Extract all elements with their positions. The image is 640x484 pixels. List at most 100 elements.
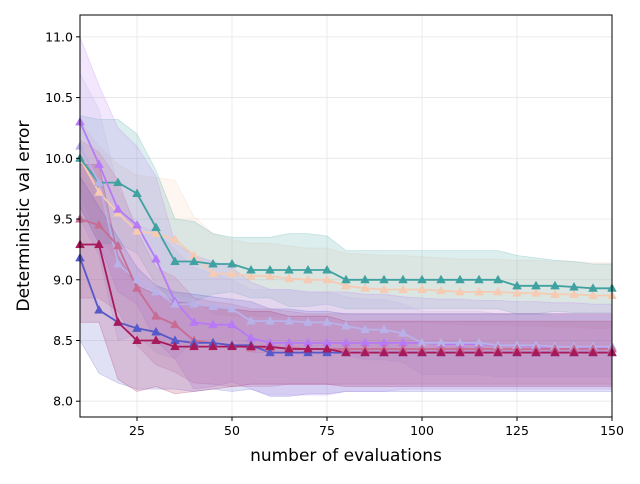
series-5-point [132, 283, 142, 292]
series-3-point [132, 219, 142, 229]
series-4-point [132, 274, 142, 284]
series-1-point [94, 187, 104, 196]
series-2-point [151, 222, 161, 232]
series-3-point [94, 159, 104, 168]
y-tick-label: 9.0 [53, 272, 73, 287]
series-7-point [170, 341, 180, 351]
series-1-point [227, 268, 237, 278]
y-tick-label: 10.5 [45, 90, 73, 105]
series-2-point [246, 264, 256, 274]
series-4-point [227, 303, 237, 313]
y-tick-label: 8.5 [53, 333, 73, 348]
series-3-point [189, 317, 199, 326]
series-2-point [170, 256, 180, 266]
series-7-point [398, 347, 408, 357]
series-1-point [436, 285, 446, 295]
series-markers [75, 116, 617, 357]
series-2-point [303, 264, 313, 274]
series-7-point [246, 341, 256, 351]
y-tick-label: 9.5 [53, 212, 73, 227]
y-axis-label: Deterministic val error [14, 121, 34, 312]
series-2-point [455, 274, 465, 284]
series-7-point [284, 343, 294, 353]
series-1-point [417, 284, 427, 293]
series-2-point [265, 264, 275, 274]
series-1-point [151, 228, 161, 238]
series-1-point [284, 273, 294, 283]
series-3-point [208, 319, 218, 329]
series-1-point [493, 286, 503, 296]
series-1-point [379, 284, 389, 293]
series-2-point [379, 274, 389, 284]
series-2-point [189, 256, 199, 266]
series-4-point [246, 315, 256, 325]
y-axis-ticks: 8.0 8.5 9.0 9.5 10.0 10.5 11.0 [45, 29, 80, 409]
series-2-point [322, 264, 332, 274]
series-2-point [531, 280, 541, 290]
series-4-point [113, 258, 123, 268]
series-2-point [474, 274, 484, 284]
series-2-point [341, 274, 351, 284]
series-7-point [151, 335, 161, 344]
series-1-point [398, 284, 408, 293]
series-1-point [569, 289, 579, 298]
x-tick-label: 100 [410, 423, 434, 438]
x-tick-label: 150 [600, 423, 624, 438]
series-7-point [227, 341, 237, 351]
series-4-point [360, 324, 370, 334]
x-axis-ticks: 25 50 75 100 125 150 [129, 417, 624, 438]
y-tick-label: 8.0 [53, 394, 73, 409]
series-7-point [265, 341, 275, 351]
series-7-point [455, 347, 465, 357]
series-7-point [132, 335, 142, 344]
series-3-point [151, 253, 161, 263]
series-3-point [113, 204, 123, 213]
series-2-point [132, 188, 142, 198]
series-4-point [303, 317, 313, 326]
series-1-point [550, 289, 560, 298]
series-7-point [208, 341, 218, 351]
series-5-point [113, 240, 123, 250]
series-4-point [170, 298, 180, 308]
series-1-point [246, 270, 256, 280]
series-7-point [531, 347, 541, 357]
x-axis-label: number of evaluations [250, 446, 442, 466]
series-2-point [208, 258, 218, 268]
series-2-point [493, 274, 503, 284]
series-7-point [512, 347, 522, 357]
series-1-point [322, 274, 332, 284]
series-1-point [455, 286, 465, 296]
series-4-point [94, 177, 104, 187]
series-7-point [322, 343, 332, 353]
series-2-point [569, 281, 579, 291]
series-4-point [151, 286, 161, 296]
series-7-point [550, 347, 560, 357]
series-7-point [113, 317, 123, 326]
series-2-point [417, 274, 427, 284]
series-3-point [227, 319, 237, 329]
series-7-point [360, 347, 370, 357]
series-7-point [189, 341, 199, 351]
series-4-point [265, 315, 275, 325]
series-1-point [341, 280, 351, 290]
series-7-point [493, 347, 503, 357]
series-7-point [303, 343, 313, 353]
series-7-point [436, 347, 446, 357]
series-7-point [417, 347, 427, 357]
series-1-point [360, 283, 370, 292]
series-2-point [227, 258, 237, 268]
series-1-point [303, 274, 313, 284]
series-2-point [284, 264, 294, 274]
series-7-point [94, 239, 104, 249]
series-4-point [398, 328, 408, 337]
series-1-point [474, 286, 484, 296]
series-7-point [588, 347, 598, 357]
series-1-point [208, 268, 218, 278]
series-2-point [436, 274, 446, 284]
series-5-point [151, 311, 161, 320]
series-7-point [341, 347, 351, 357]
series-4-point [379, 324, 389, 334]
x-tick-label: 75 [319, 423, 335, 438]
series-6-point [94, 304, 104, 314]
series-5-point [170, 319, 180, 329]
